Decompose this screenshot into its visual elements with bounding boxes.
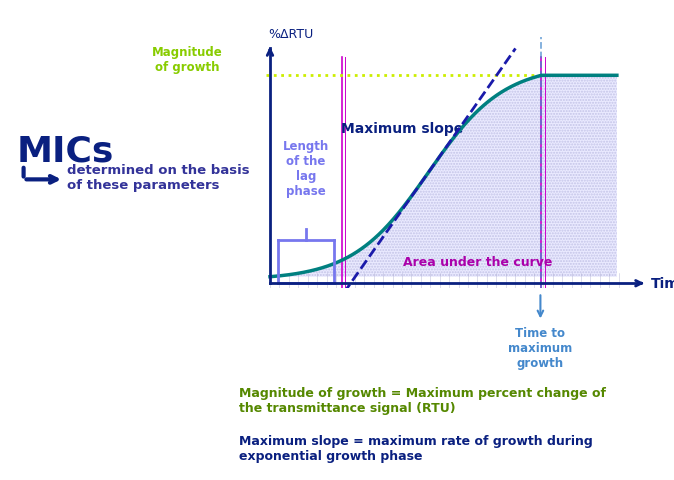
Text: MICs: MICs xyxy=(17,134,114,168)
Text: Time to
maximum
growth: Time to maximum growth xyxy=(508,326,572,369)
Text: Maximum slope = maximum rate of growth during
exponential growth phase: Maximum slope = maximum rate of growth d… xyxy=(239,434,593,462)
Text: Magnitude
of growth: Magnitude of growth xyxy=(152,46,222,74)
Text: Area under the curve: Area under the curve xyxy=(402,255,552,268)
Text: Magnitude of growth = Maximum percent change of
the transmittance signal (RTU): Magnitude of growth = Maximum percent ch… xyxy=(239,386,607,414)
Text: Maximum slope: Maximum slope xyxy=(341,122,463,136)
Text: determined on the basis
of these parameters: determined on the basis of these paramet… xyxy=(67,164,250,192)
Text: Length
of the
lag
phase: Length of the lag phase xyxy=(282,140,329,198)
Text: %ΔRTU: %ΔRTU xyxy=(268,27,313,41)
Text: Time: Time xyxy=(651,276,674,291)
